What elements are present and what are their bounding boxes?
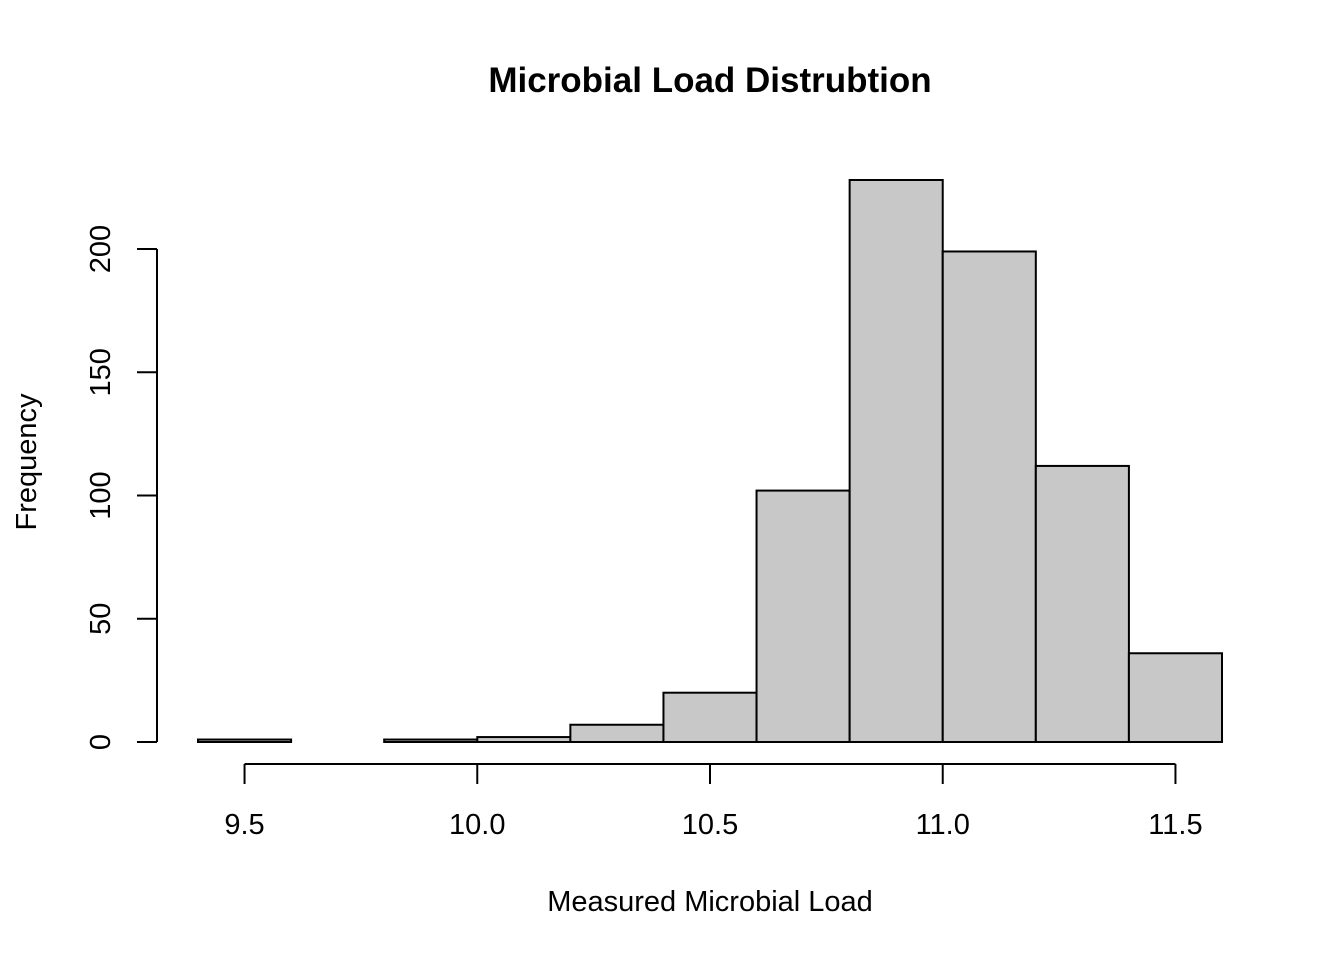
x-axis-label: Measured Microbial Load xyxy=(547,886,873,918)
x-axis: 9.5 10.0 10.5 11.0 11.5 xyxy=(224,763,1203,841)
y-axis: 0 50 100 150 200 xyxy=(85,225,158,750)
histogram-bar-2 xyxy=(383,738,479,744)
x-tick-label-2: 10.5 xyxy=(682,809,738,841)
y-tick-label-2: 100 xyxy=(85,471,117,519)
histogram-bar-6 xyxy=(755,489,851,743)
histogram-bar-3 xyxy=(476,736,572,744)
y-tick-label-4: 200 xyxy=(85,225,117,273)
x-tick-label-4: 11.5 xyxy=(1148,809,1202,841)
x-tick-label-3: 11.0 xyxy=(916,809,970,841)
histogram-bar-7 xyxy=(848,179,944,743)
histogram-bar-9 xyxy=(1034,464,1130,743)
histogram-bar-4 xyxy=(569,723,665,743)
histogram-bar-0 xyxy=(197,738,293,744)
histogram-bar-5 xyxy=(662,691,758,744)
chart-title: Microbial Load Distrubtion xyxy=(488,61,931,100)
y-axis-label: Frequency xyxy=(11,393,43,531)
histogram-bar-10 xyxy=(1127,652,1223,744)
bars-group xyxy=(197,179,1223,744)
x-tick-label-1: 10.0 xyxy=(449,809,505,841)
x-tick-label-0: 9.5 xyxy=(224,809,264,841)
y-tick-label-3: 150 xyxy=(85,348,117,396)
y-tick-label-0: 0 xyxy=(85,734,117,750)
y-tick-label-1: 50 xyxy=(85,603,117,635)
histogram-bar-8 xyxy=(941,250,1037,743)
